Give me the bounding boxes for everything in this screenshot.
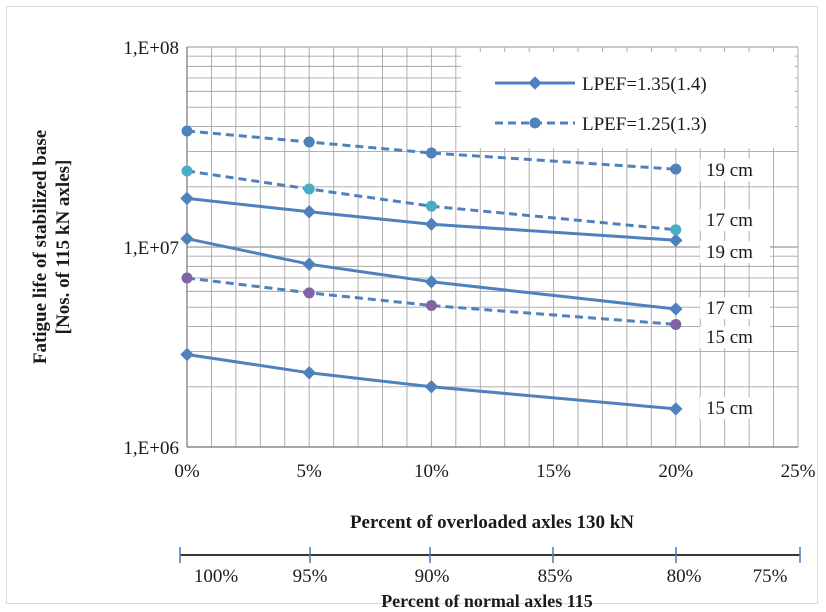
x-tick-label: 15% [536, 461, 571, 482]
x-tick-label: 0% [174, 461, 200, 482]
legend-marker [528, 76, 542, 90]
data-point [303, 287, 315, 299]
data-point [181, 272, 193, 284]
series-line [186, 129, 676, 171]
thickness-label: 19 cm [706, 242, 753, 263]
secondary-tick-label: 80% [667, 566, 702, 587]
x-tick-label: 10% [414, 461, 449, 482]
data-point [180, 191, 194, 206]
thickness-label: 17 cm [706, 210, 753, 231]
label-bg [700, 297, 770, 319]
data-point [670, 163, 682, 175]
thickness-label: 19 cm [706, 160, 753, 181]
thickness-label: 15 cm [706, 398, 753, 419]
series-line [186, 196, 676, 242]
data-point [670, 224, 682, 236]
legend-box [461, 52, 795, 148]
data-point [670, 318, 682, 330]
data-point [180, 232, 194, 246]
label-bg [700, 397, 770, 419]
y-axis-title: Fatigue life of stabilized base [30, 130, 51, 364]
series-line [186, 169, 676, 232]
data-point [669, 402, 683, 416]
data-point [181, 165, 193, 177]
x-tick-label: 25% [781, 461, 816, 482]
legend-marker [529, 117, 541, 129]
data-point [302, 257, 316, 271]
secondary-tick-label: 95% [293, 566, 328, 587]
thickness-label: 15 cm [706, 327, 753, 348]
data-point [303, 183, 315, 195]
data-point [669, 233, 683, 248]
data-point [424, 217, 439, 231]
series-line [186, 237, 676, 311]
data-point [424, 380, 439, 394]
secondary-tick-label: 85% [538, 566, 573, 587]
data-point [425, 200, 437, 212]
secondary-tick-label: 75% [753, 566, 788, 587]
x-axis-title: Percent of overloaded axles 130 kN [350, 512, 634, 533]
secondary-axis-title: Percent of normal axles 115 [381, 591, 593, 611]
data-point [424, 275, 439, 289]
data-point [302, 366, 316, 380]
y-tick-label: 1,E+06 [123, 438, 179, 459]
label-bg [700, 159, 770, 181]
legend-label: LPEF=1.35(1.4) [582, 74, 707, 95]
secondary-tick-label: 100% [194, 566, 239, 587]
x-tick-label: 20% [658, 461, 693, 482]
x-tick-label: 5% [297, 461, 323, 482]
data-point [669, 302, 683, 316]
legend-label: LPEF=1.25(1.3) [582, 114, 707, 135]
data-point [302, 205, 316, 219]
label-bg [700, 326, 770, 348]
y-axis-title: [Nos. of 115 kN axles] [53, 160, 74, 335]
label-bg [700, 209, 770, 231]
y-tick-label: 1,E+08 [123, 38, 179, 59]
data-point [303, 136, 315, 148]
secondary-tick-label: 90% [415, 566, 450, 587]
series-line [186, 276, 676, 326]
thickness-label: 17 cm [706, 298, 753, 319]
label-bg [700, 241, 770, 263]
data-point [425, 147, 437, 159]
data-point [181, 125, 193, 137]
series-line [186, 353, 676, 411]
data-point [425, 299, 437, 311]
data-point [180, 347, 194, 362]
y-tick-label: 1,E+07 [123, 238, 179, 259]
